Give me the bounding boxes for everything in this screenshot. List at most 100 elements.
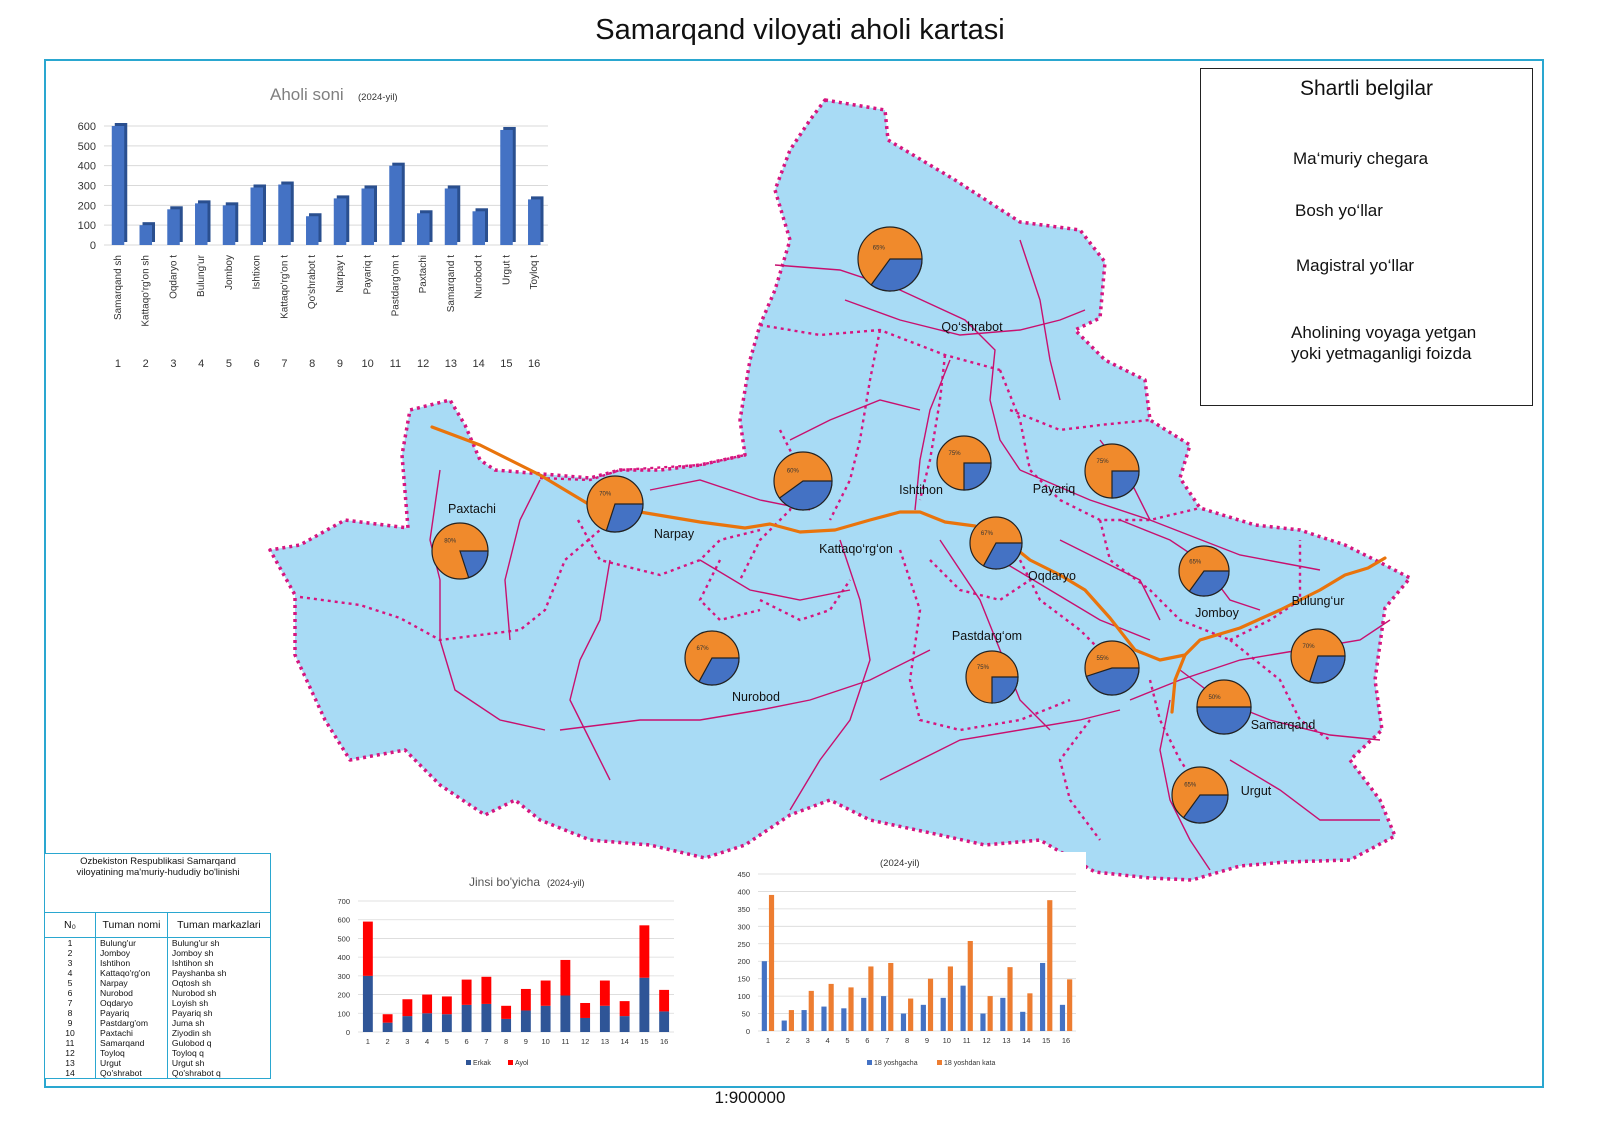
category-label: 12	[581, 1037, 589, 1046]
table-row: 6 Nurobod Nurobod sh	[45, 988, 270, 998]
population-chart: Aholi soni (2024-yil) 0 100 200 300 400 500 600 S…	[60, 70, 560, 370]
pie-percent-label: 75%	[1097, 459, 1110, 465]
table-row: 13 Urgut Urgut sh	[45, 1058, 270, 1068]
y-tick-label: 300	[337, 972, 350, 981]
pie-chart: 65%	[1178, 545, 1230, 597]
table-cell-number: 7	[67, 998, 73, 1008]
y-tick-label: 200	[737, 957, 750, 966]
bar-series-2	[768, 894, 775, 1031]
table-row: 12 Toyloq Toyloq q	[45, 1048, 270, 1058]
pie-percent-label: 67%	[981, 531, 994, 537]
category-label: Jomboy	[224, 255, 235, 290]
pie-percent-label: 65%	[873, 245, 886, 251]
legend-swatch	[937, 1060, 942, 1065]
table-cell-number: 11	[65, 1038, 75, 1048]
bar-series-2	[1007, 967, 1013, 1031]
table-cell-number: 1	[67, 938, 73, 948]
table-cell-number: 10	[65, 1028, 75, 1038]
category-label: 5	[445, 1037, 449, 1046]
category-index-label: 11	[390, 358, 401, 370]
bar-series-1	[960, 985, 966, 1031]
pie-minor-slice	[991, 676, 1019, 704]
table-cell-center: Toyloq q	[166, 1048, 270, 1058]
category-label: 10	[541, 1037, 549, 1046]
y-tick-label: 350	[737, 905, 750, 914]
pie-minor-slice	[1196, 706, 1252, 735]
pie-minor-slice	[1308, 655, 1346, 684]
pie-minor-slice	[963, 462, 992, 491]
table-cell-center: Qo'shrabot q	[166, 1068, 270, 1078]
category-label: Bulung'ur	[196, 254, 207, 297]
bar-series-1	[1000, 997, 1006, 1031]
pie-minor-slice	[1111, 470, 1140, 499]
pie-chart: 75%	[1084, 443, 1140, 499]
pie-percent-label: 80%	[444, 539, 457, 545]
y-tick-label: 100	[337, 1009, 350, 1018]
bar-ayol	[580, 1002, 591, 1018]
pie-percent-label: 65%	[1184, 783, 1197, 789]
table-cell-center: Juma sh	[166, 1018, 270, 1028]
y-tick-label: 0	[90, 240, 96, 252]
chart-subtitle: (2024-yil)	[880, 858, 920, 869]
table-cell-number: 2	[67, 948, 73, 958]
table-cell-center: Jomboy sh	[166, 948, 270, 958]
category-index-label: 10	[362, 358, 374, 370]
table-cell-number: 13	[65, 1058, 75, 1068]
pie-chart: 70%	[586, 475, 644, 533]
table-cell-center: Loyish sh	[166, 998, 270, 1008]
place-label: Samarqand	[1251, 718, 1316, 732]
pie-chart: 67%	[684, 630, 740, 686]
category-index-label: 14	[473, 358, 485, 370]
y-tick-label: 500	[337, 934, 350, 943]
table-cell-center: Bulung'ur sh	[166, 937, 270, 948]
pie-chart: 80%	[431, 522, 489, 580]
y-tick-label: 100	[78, 220, 96, 232]
bar	[444, 188, 458, 245]
table-cell-district: Jomboy	[95, 948, 168, 958]
bar-ayol	[362, 921, 373, 976]
category-label: 3	[806, 1036, 810, 1045]
category-index-label: 1	[115, 358, 121, 370]
y-tick-label: 600	[78, 121, 96, 133]
bar-series-2	[947, 966, 953, 1031]
table-cell-center: Ziyodin sh	[166, 1028, 270, 1038]
category-label: 7	[885, 1036, 889, 1045]
gender-chart-svg: Jinsi bo'yicha (2024-yil) 0 100 200 300 400 500…	[337, 875, 674, 1067]
table-cell-number: 14	[65, 1068, 75, 1078]
legend-highways-label: Magistral yo‘llar	[1296, 256, 1415, 275]
bar-series-1	[900, 1013, 907, 1031]
category-label: 15	[1042, 1036, 1050, 1045]
table-row: 8 Payariq Payariq sh	[45, 1008, 270, 1018]
bar-ayol	[659, 989, 670, 1012]
category-label: 8	[504, 1037, 508, 1046]
pie-minor-slice	[698, 657, 740, 686]
table-cell-district: Bulung'ur	[95, 937, 168, 948]
place-label: Bulung‘ur	[1292, 594, 1345, 608]
category-index-label: 9	[337, 358, 343, 370]
pie-percent-label: 67%	[697, 646, 710, 652]
category-label: 9	[524, 1037, 528, 1046]
bar	[195, 203, 208, 245]
map-frame	[44, 59, 1544, 1088]
category-label: 9	[925, 1036, 929, 1045]
bar-series-1	[1040, 962, 1046, 1031]
table-cell-center: Oqtosh sh	[166, 978, 270, 988]
bar-series-2	[788, 1010, 794, 1031]
table-row: 10 Paxtachi Ziyodin sh	[45, 1028, 270, 1038]
table-cell-number: 9	[67, 1018, 73, 1028]
pie-minor-slice	[1085, 667, 1140, 696]
category-label: 15	[640, 1037, 648, 1046]
category-label: 1	[766, 1036, 770, 1045]
legend-pie-label-line1: Aholining voyaga yetgan	[1291, 323, 1477, 342]
bar-erkak	[599, 1005, 610, 1032]
table-cell-district: Oqdaryo	[95, 998, 168, 1008]
legend-label: Erkak	[473, 1060, 491, 1067]
bar-series-2	[868, 966, 874, 1031]
bar-ayol	[619, 1001, 630, 1017]
legend-label: 18 yoshdan kata	[944, 1060, 995, 1067]
bar-series-1	[801, 1010, 807, 1031]
y-tick-label: 250	[737, 940, 750, 949]
table-cell-district: Samarqand	[95, 1038, 168, 1048]
category-label: Nurobod t	[474, 255, 485, 299]
legend-label: 18 yoshgacha	[874, 1060, 918, 1067]
